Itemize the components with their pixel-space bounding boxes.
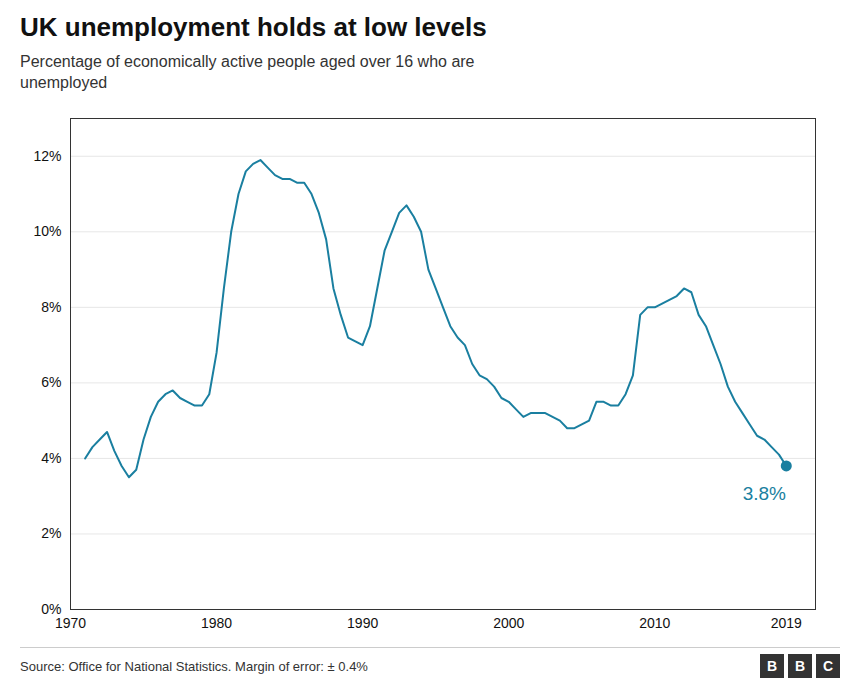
html-text:Source: Office for National St: Source: Office for National Statistics. …	[20, 658, 368, 674]
svg-text:6%: 6%	[41, 374, 61, 390]
svg-text:2000: 2000	[493, 615, 524, 631]
html-text:Percentage of economically act: Percentage of economically active people…	[20, 53, 475, 91]
html-text:B: B	[794, 658, 806, 674]
svg-text:2019: 2019	[771, 615, 802, 631]
svg-text:1990: 1990	[347, 615, 378, 631]
html-text:B: B	[766, 658, 778, 674]
svg-text:1980: 1980	[201, 615, 232, 631]
html-text:C: C	[822, 658, 834, 674]
svg-text:12%: 12%	[33, 148, 61, 164]
svg-text:1970: 1970	[55, 615, 86, 631]
svg-text:3.8%: 3.8%	[743, 483, 786, 504]
svg-text:2010: 2010	[639, 615, 670, 631]
html-text:UK unemployment holds at low l: UK unemployment holds at low levels	[20, 12, 487, 42]
svg-text:2%: 2%	[41, 525, 61, 541]
svg-text:10%: 10%	[33, 223, 61, 239]
svg-text:4%: 4%	[41, 450, 61, 466]
svg-text:0%: 0%	[41, 601, 62, 617]
svg-text:8%: 8%	[41, 299, 61, 315]
